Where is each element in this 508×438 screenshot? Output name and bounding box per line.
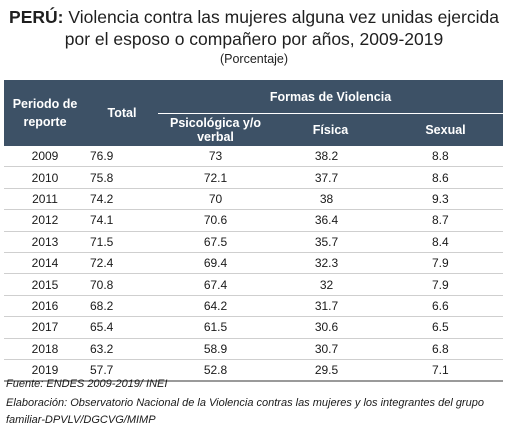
cell-fisica: 31.7 [273,295,388,318]
cell-sexual: 7.1 [388,359,503,383]
cell-year: 2017 [4,316,86,339]
cell-total: 65.4 [86,316,158,339]
cell-sexual: 7.9 [388,273,503,296]
cell-psicologica: 58.9 [158,338,273,360]
cell-year: 2009 [4,146,86,168]
cell-psicologica: 61.5 [158,316,273,339]
header-psicologica: Psicológica y/o verbal [158,113,273,146]
header-total: Total [86,80,158,146]
cell-fisica: 32.3 [273,252,388,275]
cell-year: 2011 [4,188,86,211]
cell-total: 71.5 [86,231,158,253]
cell-sexual: 6.8 [388,338,503,360]
cell-psicologica: 70.6 [158,209,273,232]
table-row: 2016 68.2 64.2 31.7 6.6 [4,295,503,318]
cell-fisica: 36.4 [273,209,388,232]
cell-fisica: 37.7 [273,166,388,189]
cell-total: 75.8 [86,166,158,189]
cell-sexual: 9.3 [388,188,503,211]
cell-psicologica: 69.4 [158,252,273,275]
cell-psicologica: 67.4 [158,273,273,296]
title-line1: Violencia contra las mujeres alguna vez … [63,7,499,27]
cell-year: 2015 [4,273,86,296]
table-row: 2011 74.2 70 38 9.3 [4,188,503,211]
cell-year: 2013 [4,231,86,253]
cell-fisica: 35.7 [273,231,388,253]
cell-psicologica: 73 [158,146,273,168]
cell-fisica: 29.5 [273,359,388,383]
cell-total: 76.9 [86,146,158,168]
title-line2: por el esposo o compañero por años, 2009… [64,29,444,49]
cell-total: 70.8 [86,273,158,296]
cell-total: 57.7 [86,359,158,383]
title-country: PERÚ: [9,7,64,27]
cell-psicologica: 72.1 [158,166,273,189]
cell-sexual: 8.7 [388,209,503,232]
cell-sexual: 6.5 [388,316,503,339]
cell-total: 74.1 [86,209,158,232]
subtitle: (Porcentaje) [219,52,289,66]
cell-sexual: 8.8 [388,146,503,168]
cell-fisica: 30.6 [273,316,388,339]
cell-year: 2019 [4,359,86,383]
cell-fisica: 38 [273,188,388,211]
table-header: Periodo de reporte Total Formas de Viole… [4,80,503,146]
cell-year: 2018 [4,338,86,360]
header-periodo: Periodo de reporte [4,80,86,146]
table-row: 2018 63.2 58.9 30.7 6.8 [4,338,503,360]
cell-psicologica: 67.5 [158,231,273,253]
table-row: 2009 76.9 73 38.2 8.8 [4,146,503,168]
table-row: 2012 74.1 70.6 36.4 8.7 [4,209,503,232]
cell-sexual: 7.9 [388,252,503,275]
cell-fisica: 38.2 [273,146,388,168]
header-sexual: Sexual [388,113,503,146]
cell-total: 63.2 [86,338,158,360]
header-fisica: Física [273,113,388,146]
cell-year: 2012 [4,209,86,232]
cell-total: 68.2 [86,295,158,318]
page-title: PERÚ: Violencia contra las mujeres algun… [0,6,508,50]
cell-fisica: 32 [273,273,388,296]
source-note: Fuente: ENDES 2009-2019/ INEI [6,378,168,390]
table-row: 2015 70.8 67.4 32 7.9 [4,273,503,296]
cell-psicologica: 52.8 [158,359,273,383]
table-row: 2019 57.7 52.8 29.5 7.1 [4,359,503,383]
cell-psicologica: 70 [158,188,273,211]
table-body: 2009 76.9 73 38.2 8.8 2010 75.8 72.1 37.7 8.6 2011… [4,146,503,383]
cell-fisica: 30.7 [273,338,388,360]
cell-total: 74.2 [86,188,158,211]
cell-psicologica: 64.2 [158,295,273,318]
cell-sexual: 8.6 [388,166,503,189]
elaboration-note: Elaboración: Observatorio Nacional de la… [6,397,484,426]
cell-year: 2010 [4,166,86,189]
table-row: 2014 72.4 69.4 32.3 7.9 [4,252,503,275]
cell-total: 72.4 [86,252,158,275]
cell-sexual: 8.4 [388,231,503,253]
violence-table: Periodo de reporte Total Formas de Viole… [4,80,503,383]
header-formas-violencia: Formas de Violencia [158,80,503,114]
table-row: 2013 71.5 67.5 35.7 8.4 [4,231,503,253]
table-row: 2017 65.4 61.5 30.6 6.5 [4,316,503,339]
cell-year: 2014 [4,252,86,275]
table-row: 2010 75.8 72.1 37.7 8.6 [4,166,503,189]
cell-year: 2016 [4,295,86,318]
cell-sexual: 6.6 [388,295,503,318]
